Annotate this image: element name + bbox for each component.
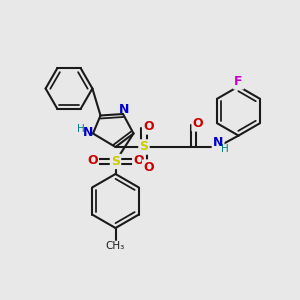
Text: O: O bbox=[193, 117, 203, 130]
Text: H: H bbox=[77, 124, 85, 134]
Text: N: N bbox=[118, 103, 129, 116]
Text: S: S bbox=[111, 155, 120, 168]
Text: S: S bbox=[140, 140, 148, 154]
Text: O: O bbox=[143, 160, 154, 174]
Text: O: O bbox=[133, 154, 144, 167]
Text: O: O bbox=[143, 120, 154, 134]
Text: N: N bbox=[82, 126, 93, 140]
Text: CH₃: CH₃ bbox=[106, 241, 125, 251]
Text: O: O bbox=[87, 154, 98, 167]
Text: F: F bbox=[234, 75, 243, 88]
Text: N: N bbox=[213, 136, 223, 149]
Text: H: H bbox=[221, 144, 229, 154]
